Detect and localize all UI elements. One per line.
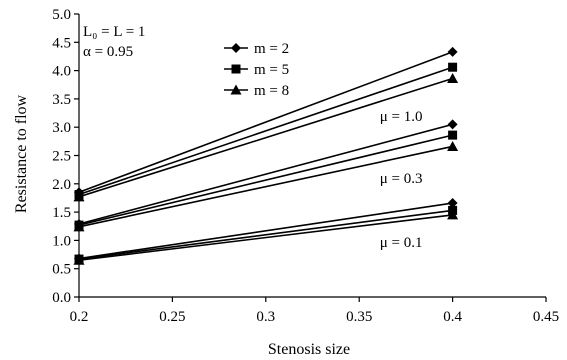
series-line (73, 140, 459, 232)
triangle-point (447, 73, 459, 84)
y-tick-label: 5.0 (52, 7, 71, 23)
triangle-point (447, 140, 459, 151)
series-line (73, 73, 459, 202)
series-path (78, 145, 453, 228)
series-path (78, 209, 453, 260)
legend-item: m = 8 (224, 83, 289, 99)
legend-label: m = 8 (254, 83, 289, 99)
legend-label: m = 2 (254, 41, 289, 57)
legend-diamond-marker (231, 43, 241, 53)
mu-annotation: μ = 0.1 (380, 235, 423, 251)
parameter-alpha: α = 0.95 (83, 44, 133, 60)
y-tick-label: 3.5 (52, 92, 71, 108)
series-line (73, 209, 459, 265)
series-path (78, 51, 453, 194)
x-tick-label: 0.3 (256, 309, 275, 325)
y-tick-label: 1.0 (52, 233, 71, 249)
x-axis-title: Stenosis size (268, 341, 350, 358)
diamond-point (447, 119, 458, 130)
x-tick-label: 0.4 (443, 309, 462, 325)
legend-label: m = 5 (254, 62, 289, 78)
series-path (78, 77, 453, 198)
x-tick-label: 0.35 (346, 309, 372, 325)
square-point (448, 130, 458, 140)
legend-item: m = 2 (224, 41, 289, 57)
diamond-point (447, 46, 458, 57)
parameter-lengths: L₀ = L = 1 (83, 24, 145, 40)
legend-triangle-marker (230, 84, 242, 95)
x-tick-label: 0.25 (159, 309, 185, 325)
square-point (448, 62, 458, 72)
series-layer (73, 46, 459, 265)
triangle-point (73, 254, 85, 265)
x-tick-label: 0.45 (533, 309, 559, 325)
legend: m = 2 m = 5 m = 8 (224, 41, 289, 99)
y-tick-label: 1.5 (52, 205, 71, 221)
series-path (78, 214, 453, 262)
mu-annotation: μ = 0.3 (380, 171, 423, 187)
series-path (78, 123, 453, 225)
x-tick-label: 0.2 (70, 309, 89, 325)
annotations: μ = 1.0 μ = 0.3 μ = 0.1 (380, 109, 423, 251)
y-tick-label: 2.0 (52, 177, 71, 193)
mu-annotation: μ = 1.0 (380, 109, 423, 125)
series-path (78, 66, 453, 196)
triangle-point (73, 191, 85, 202)
series-path (78, 134, 453, 226)
y-tick-label: 0.5 (52, 262, 71, 278)
y-tick-label: 0.0 (52, 290, 71, 306)
ticks: 0.0 0.5 1.0 1.5 2.0 2.5 3.0 3.5 4.0 4.5 5.0 0.2 0.25… (52, 7, 559, 325)
y-tick-label: 2.5 (52, 149, 71, 165)
series-path (78, 202, 453, 260)
triangle-point (447, 209, 459, 220)
triangle-point (73, 221, 85, 232)
y-tick-label: 3.0 (52, 120, 71, 136)
y-axis-title: Resistance to flow (13, 94, 30, 213)
axes (78, 14, 546, 298)
y-tick-label: 4.5 (52, 35, 71, 51)
y-tick-label: 4.0 (52, 64, 71, 80)
diamond-point (447, 198, 458, 209)
legend-item: m = 5 (224, 62, 289, 78)
legend-square-marker (231, 64, 241, 74)
